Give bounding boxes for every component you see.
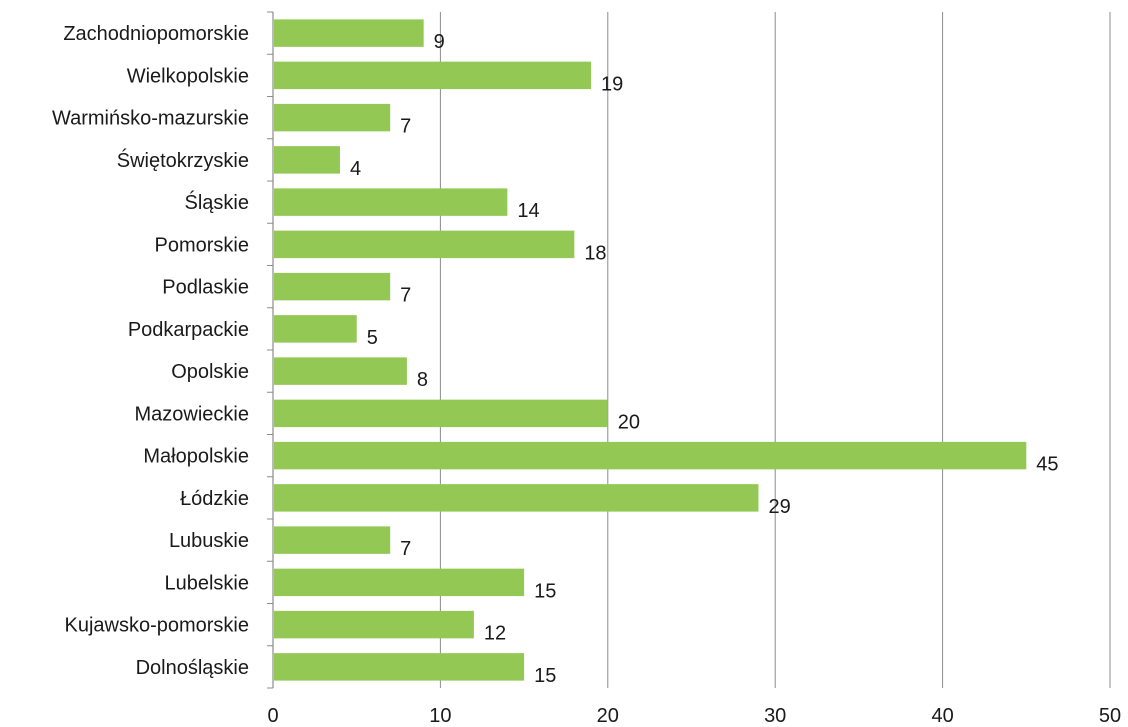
x-tick-label: 30 [764,705,786,727]
category-label: Podlaskie [162,277,249,299]
bar [274,568,525,597]
value-label: 5 [367,327,378,349]
value-label: 14 [517,200,539,222]
category-label: Podkarpackie [128,319,249,341]
value-label: 8 [417,369,428,391]
category-label: Warmińsko-mazurskie [52,108,249,130]
bar [274,653,525,681]
category-label: Pomorskie [155,234,249,256]
value-label: 9 [434,31,445,53]
bar [274,188,508,216]
category-label: Zachodniopomorskie [63,23,249,45]
category-label: Małopolskie [143,446,249,468]
bar [274,526,391,554]
bars [274,19,1027,681]
category-label: Świętokrzyskie [117,148,249,172]
category-label: Kujawsko-pomorskie [64,615,249,637]
bar [274,103,391,132]
category-label: Lubelskie [164,572,249,594]
bar [274,610,474,639]
value-label: 29 [768,496,790,518]
x-tick-label: 50 [1099,705,1121,727]
category-label: Śląskie [185,190,249,214]
value-label: 45 [1036,454,1058,476]
x-tick-label: 0 [267,705,278,727]
value-label: 19 [601,73,623,95]
category-label: Dolnośląskie [136,657,249,679]
bar [274,315,357,343]
x-tick-label: 40 [931,705,953,727]
category-label: Łódzkie [180,488,249,510]
value-label: 15 [534,665,556,687]
bar [274,272,391,301]
category-label: Opolskie [171,361,249,383]
bar [274,146,340,174]
labels: 0 10 20 30 40 50 Zachodniopomorskie 9 Wielkopols… [52,23,1121,727]
value-label: 18 [584,242,606,264]
bar [274,61,592,90]
bar [274,484,759,512]
value-label: 15 [534,580,556,602]
axes [267,11,274,689]
value-label: 7 [400,538,411,560]
value-label: 4 [350,158,361,180]
value-label: 20 [618,411,640,433]
bar [274,230,575,259]
bar [274,399,608,428]
x-tick-label: 20 [597,705,619,727]
category-label: Mazowieckie [135,403,249,425]
category-label: Lubuskie [169,530,249,552]
category-label: Wielkopolskie [127,65,249,87]
bar [274,19,424,47]
value-label: 7 [400,285,411,307]
bar [274,357,407,385]
value-label: 12 [484,623,506,645]
value-label: 7 [400,116,411,138]
x-tick-label: 10 [429,705,451,727]
bar [274,441,1027,470]
